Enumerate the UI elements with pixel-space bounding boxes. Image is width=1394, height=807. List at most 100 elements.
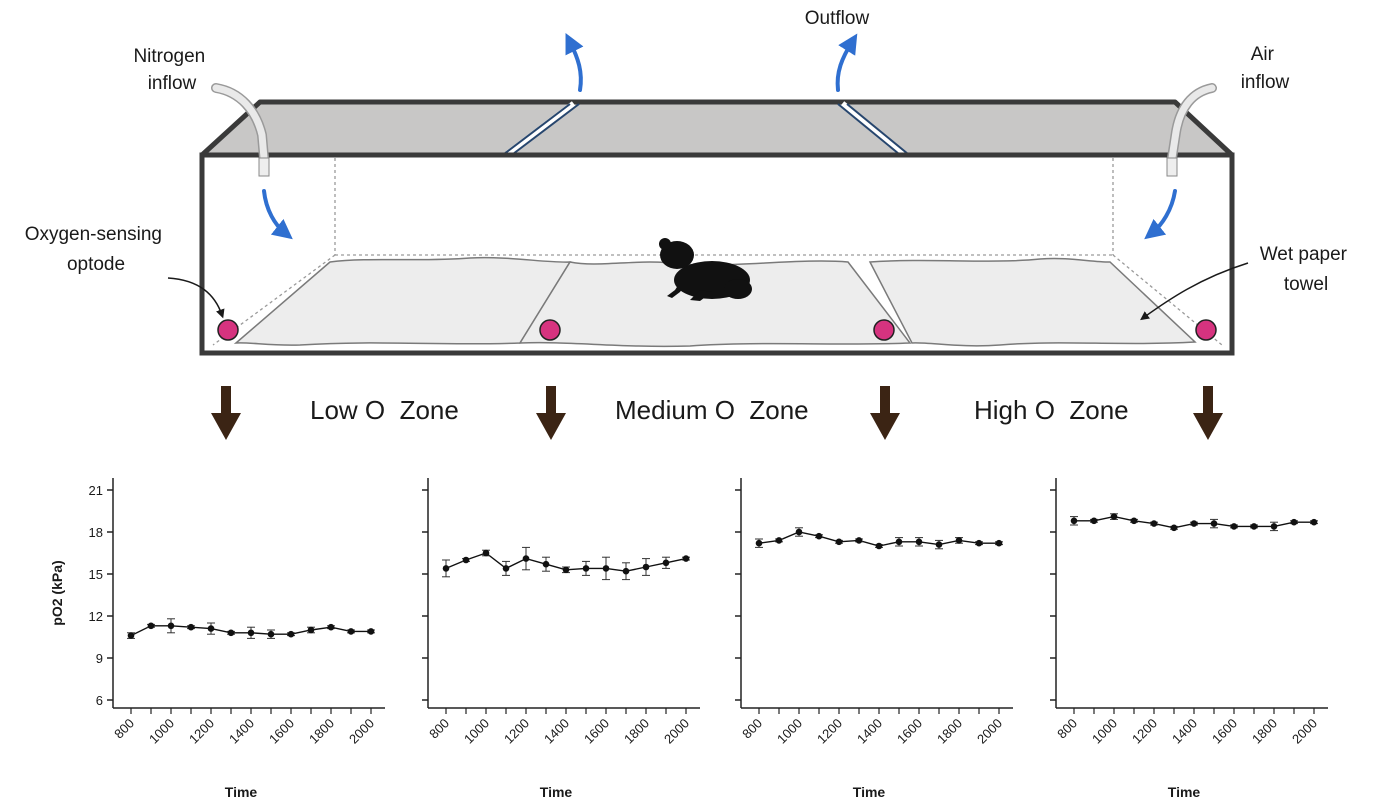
optode-label: Oxygen-sensing optode: [25, 224, 168, 275]
x-tick-label: 1800: [306, 716, 337, 747]
x-tick-label: 2000: [1289, 716, 1320, 747]
x-tick-label: 1800: [934, 716, 965, 747]
data-point: [955, 537, 963, 544]
data-point: [1210, 520, 1218, 527]
x-tick-label: 1600: [1209, 716, 1240, 747]
down-arrow-4: [1193, 386, 1223, 440]
medium-zone-label: Medium O Zone: [615, 395, 809, 425]
y-tick-label: 21: [89, 483, 103, 498]
down-arrow-2: [536, 386, 566, 440]
data-point: [995, 539, 1003, 547]
x-axis-title: Time: [853, 784, 886, 800]
data-point: [582, 565, 590, 572]
data-point: [1150, 520, 1158, 527]
x-axis-title: Time: [540, 784, 573, 800]
y-tick-label: 6: [96, 693, 103, 708]
x-tick-label: 800: [111, 716, 137, 742]
data-point: [1170, 524, 1178, 532]
data-point: [1230, 523, 1238, 530]
frog-silhouette: [659, 238, 752, 301]
data-point: [127, 632, 135, 639]
y-tick-label: 12: [89, 609, 103, 624]
x-tick-label: 1000: [774, 716, 805, 747]
towel-label: Wet paper towel: [1260, 244, 1353, 295]
x-tick-label: 1000: [1089, 716, 1120, 747]
data-point: [682, 555, 690, 562]
data-point: [462, 556, 470, 564]
data-point: [207, 625, 215, 632]
data-point: [875, 542, 883, 550]
x-tick-label: 1600: [894, 716, 925, 747]
data-point: [227, 629, 235, 637]
x-axis-title: Time: [225, 784, 258, 800]
data-point: [347, 628, 355, 635]
optode-4: [1195, 319, 1217, 341]
outflow-arrow-left: [565, 33, 584, 92]
data-point: [622, 567, 630, 575]
outflow-arrow-right: [835, 33, 858, 92]
data-point: [1190, 520, 1198, 527]
x-tick-label: 1200: [1129, 716, 1160, 747]
data-point: [975, 539, 983, 547]
x-tick-label: 1600: [581, 716, 612, 747]
chamber-lid: [199, 99, 1235, 158]
data-point: [935, 541, 943, 548]
data-point: [1290, 518, 1298, 526]
x-tick-label: 2000: [661, 716, 692, 747]
data-point: [267, 630, 275, 638]
y-tick-label: 9: [96, 651, 103, 666]
x-tick-label: 800: [739, 716, 765, 742]
x-tick-label: 1000: [461, 716, 492, 747]
x-tick-label: 2000: [974, 716, 1005, 747]
nitrogen-inflow-label: Nitrogen inflow: [133, 46, 210, 94]
nitrogen-flow-arrow: [262, 189, 293, 240]
air-inflow-tube: [1166, 83, 1217, 177]
y-tick-label: 18: [89, 525, 103, 540]
towel-pointer-arrow: [1140, 262, 1249, 321]
optode-3: [873, 319, 895, 341]
data-point: [287, 630, 295, 638]
data-point: [167, 622, 175, 630]
down-arrow-3: [870, 386, 900, 440]
optode-pointer-arrow: [167, 277, 225, 319]
data-point: [307, 626, 315, 634]
optodes: [217, 319, 1217, 341]
lid-vent-left: [503, 101, 580, 157]
data-point: [1250, 523, 1258, 530]
x-tick-label: 1400: [854, 716, 885, 747]
oxygen-charts: 6 9 12 15 18 21 800 1000 1200 1400 1600 1800 2000 Tim…: [49, 478, 1328, 800]
high-zone-label: High O Zone: [974, 395, 1129, 425]
nitrogen-inflow-tube: [211, 83, 270, 177]
x-tick-label: 1800: [621, 716, 652, 747]
data-point: [542, 560, 550, 568]
data-point: [187, 623, 195, 631]
data-point: [895, 538, 903, 546]
x-tick-label: 800: [1054, 716, 1080, 742]
data-point: [247, 629, 255, 637]
data-point: [775, 537, 783, 544]
data-point: [795, 528, 803, 536]
x-tick-label: 1400: [226, 716, 257, 747]
x-tick-label: 1200: [814, 716, 845, 747]
lid-vent-right: [837, 101, 909, 157]
zone-row: Low O Zone Medium O Zone High O Zone: [211, 386, 1223, 440]
data-point: [855, 537, 863, 544]
data-point: [522, 555, 530, 562]
chart-panel-4: 800 1000 1200 1400 1600 1800 2000 Time: [1050, 478, 1328, 800]
y-axis-title: pO2 (kPa): [49, 560, 65, 625]
chart-panel-2: 800 1000 1200 1400 1600 1800 2000 Time: [422, 478, 700, 800]
data-point: [367, 628, 375, 635]
data-point: [562, 566, 570, 574]
x-tick-label: 1600: [266, 716, 297, 747]
data-point: [1130, 517, 1138, 525]
air-flow-arrow: [1144, 189, 1177, 240]
x-tick-label: 1200: [186, 716, 217, 747]
x-tick-label: 1400: [1169, 716, 1200, 747]
x-tick-label: 1000: [146, 716, 177, 747]
optode-1: [217, 319, 239, 341]
data-point: [1090, 517, 1098, 525]
x-axis-title: Time: [1168, 784, 1201, 800]
wet-paper-towel: [233, 256, 1197, 348]
x-tick-label: 2000: [346, 716, 377, 747]
